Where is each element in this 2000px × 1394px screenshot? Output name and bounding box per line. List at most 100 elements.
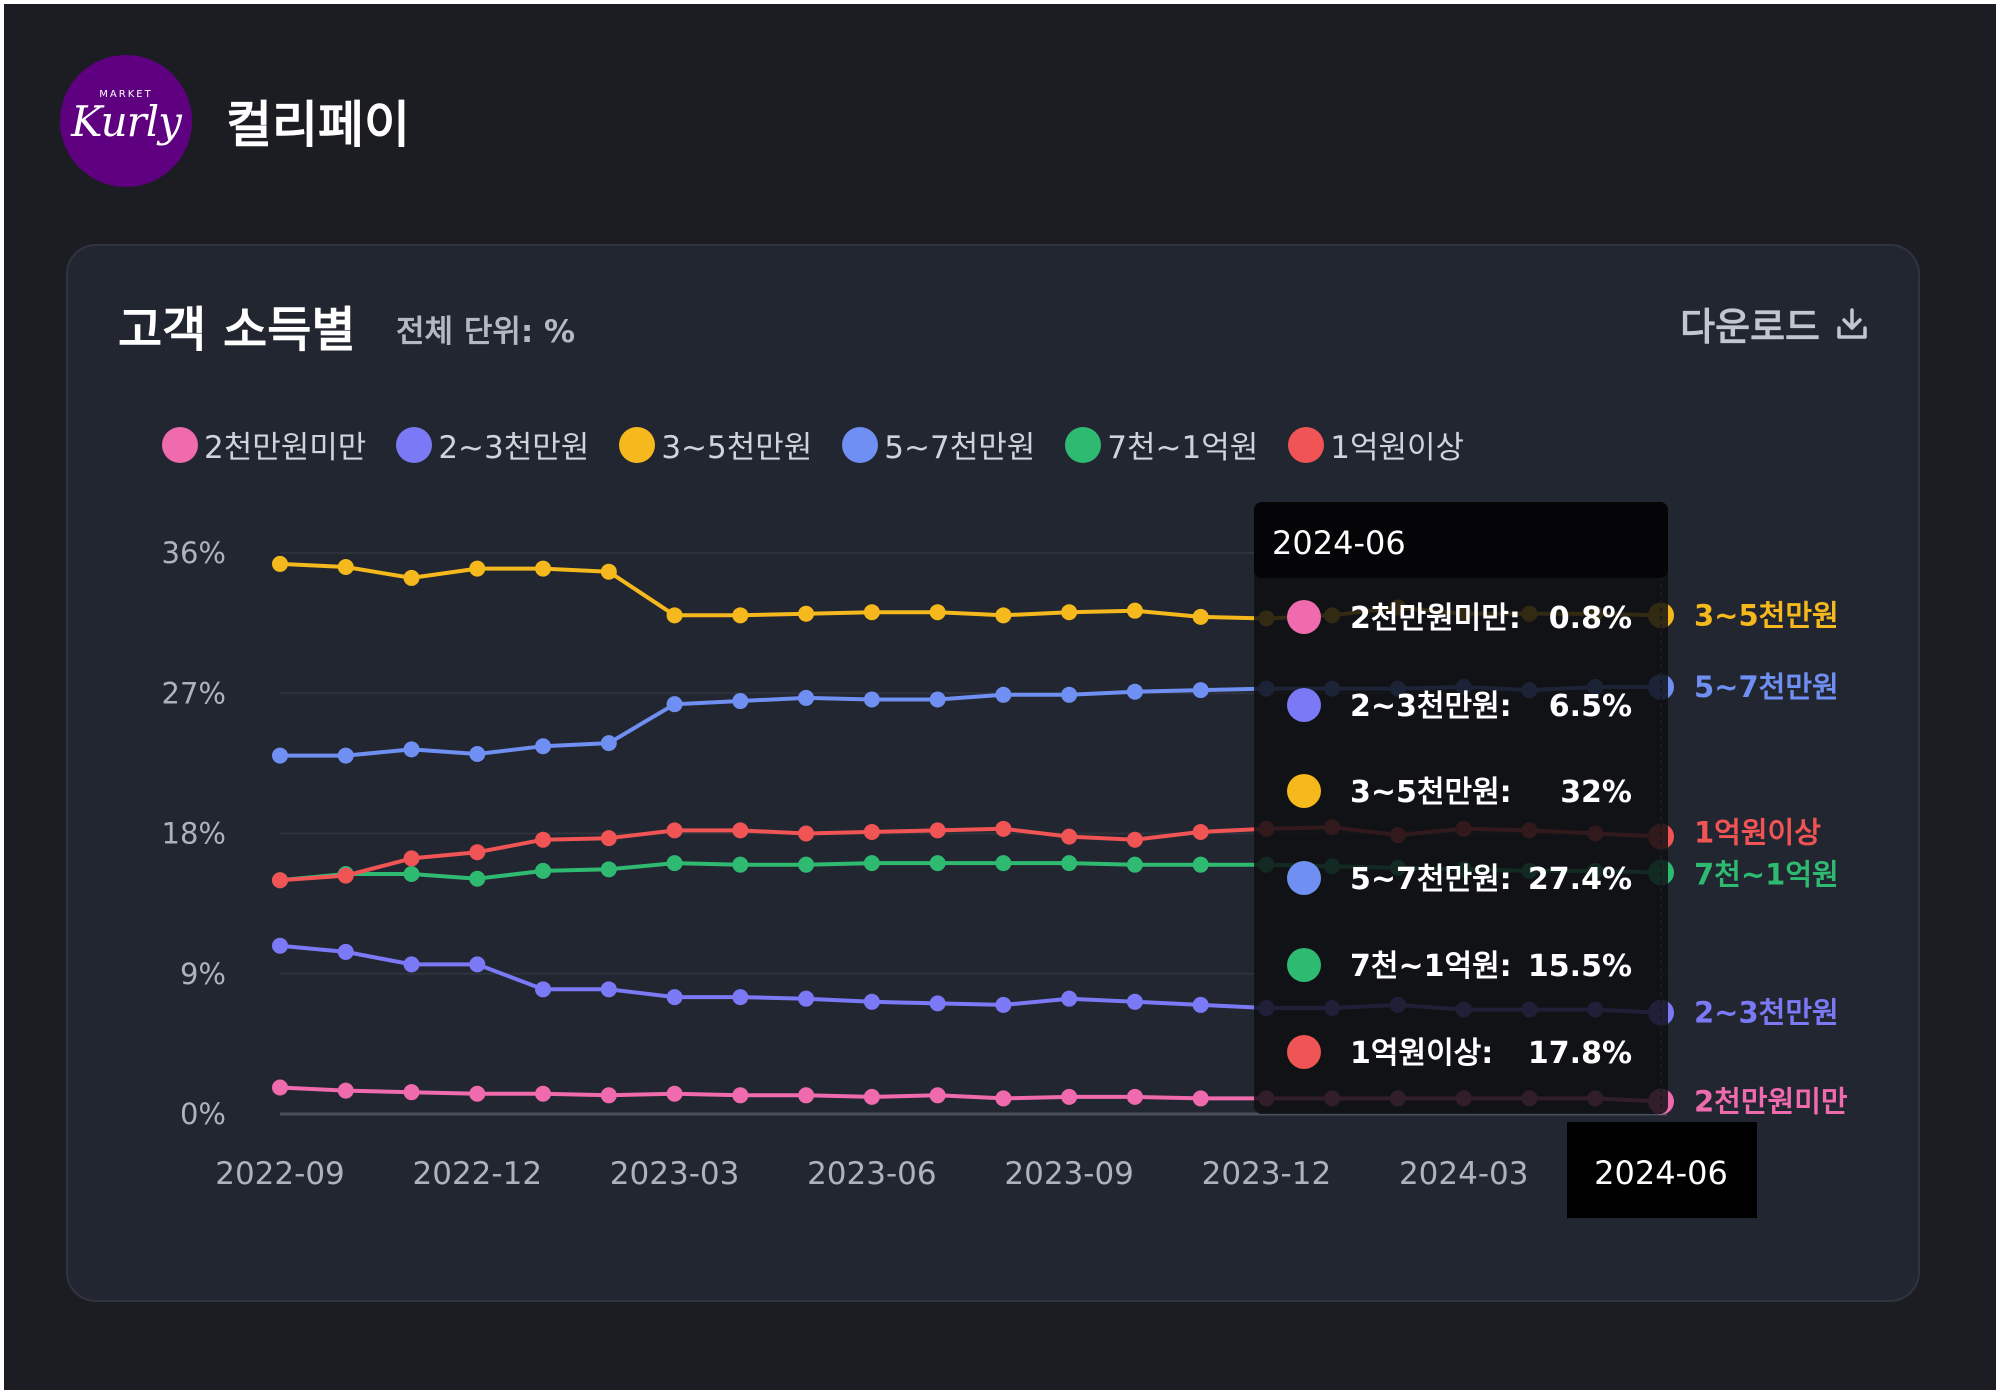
x-tick-label: 2024-03: [1399, 1156, 1529, 1192]
data-point: [863, 855, 880, 872]
x-tick-label: 2023-09: [1004, 1156, 1134, 1192]
data-point: [1061, 828, 1078, 845]
data-point: [732, 1087, 749, 1104]
data-point: [403, 569, 420, 586]
data-point: [929, 822, 946, 839]
tooltip-label: 3~5천만원:: [1350, 775, 1512, 810]
series-end-label: 2천만원미만: [1694, 1085, 1848, 1119]
tooltip-label: 5~7천만원:: [1350, 862, 1512, 897]
data-point: [929, 691, 946, 708]
header: MARKET Kurly 컬리페이: [60, 52, 410, 190]
data-point: [929, 855, 946, 872]
legend-dot: [842, 426, 879, 463]
data-point: [337, 943, 354, 960]
logo-sub: MARKET: [99, 89, 153, 100]
data-point: [600, 563, 617, 580]
data-point: [929, 604, 946, 621]
data-point: [1126, 683, 1143, 700]
data-point: [732, 989, 749, 1006]
data-point: [1061, 855, 1078, 872]
data-point: [535, 981, 552, 998]
data-point: [929, 995, 946, 1012]
highlight-x-box: [1567, 1122, 1757, 1218]
data-point: [732, 856, 749, 873]
legend-label: 1억원이상: [1330, 430, 1465, 466]
line-chart: 0% 9% 18% 27% 36% 2022-09 2022-12 2023-03 2023-0…: [162, 502, 1848, 1218]
app-frame: MARKET Kurly 컬리페이 고객 소득별 전체 단위: % 다운로드 2…: [4, 4, 1996, 1390]
legend-item[interactable]: 3~5천만원: [619, 422, 812, 467]
legend-dot: [1288, 426, 1325, 463]
data-point: [535, 831, 552, 848]
legend-label: 5~7천만원: [884, 430, 1036, 466]
data-point: [600, 981, 617, 998]
card-title: 고객 소득별: [118, 302, 356, 358]
data-point: [272, 1079, 288, 1096]
card-subtitle: 전체 단위: %: [396, 314, 576, 350]
data-point: [337, 1082, 354, 1099]
tooltip-dot: [1287, 600, 1321, 634]
data-point: [403, 866, 420, 883]
x-tick-label: 2023-12: [1202, 1156, 1332, 1192]
tooltip-dot: [1287, 1035, 1321, 1069]
data-point: [798, 689, 815, 706]
legend-item[interactable]: 5~7천만원: [842, 422, 1035, 467]
data-point: [995, 996, 1012, 1013]
data-point: [469, 1085, 486, 1102]
data-point: [798, 990, 815, 1007]
legend-item[interactable]: 1억원이상: [1288, 422, 1464, 467]
data-point: [272, 937, 288, 954]
tooltip-label: 2천만원미만:: [1350, 601, 1521, 636]
data-point: [535, 738, 552, 755]
data-point: [403, 1084, 420, 1101]
data-point: [995, 820, 1012, 837]
data-point: [272, 872, 288, 889]
data-point: [863, 993, 880, 1010]
series-end-label: 7천~1억원: [1694, 857, 1839, 891]
legend-item[interactable]: 2천만원미만: [162, 422, 366, 467]
data-point: [469, 844, 486, 861]
data-point: [535, 862, 552, 879]
data-point: [1126, 1088, 1143, 1105]
tooltip-box: [1254, 502, 1668, 1114]
tooltip-dot: [1287, 774, 1321, 808]
legend-item[interactable]: 7천~1억원: [1065, 422, 1258, 467]
data-point: [535, 560, 552, 577]
data-point: [798, 605, 815, 622]
legend-label: 2~3천만원: [438, 430, 590, 466]
legend-dot: [162, 426, 198, 463]
tooltip-value: 6.5%: [1549, 689, 1632, 724]
x-tick-label: 2023-03: [610, 1156, 740, 1192]
highlight-x-label: 2024-06: [1594, 1154, 1728, 1192]
kurly-logo: MARKET Kurly: [60, 55, 192, 187]
data-point: [1192, 682, 1209, 699]
data-point: [337, 867, 354, 884]
data-point: [600, 735, 617, 752]
series-end-label: 1억원이상: [1694, 816, 1821, 850]
x-tick-label: 2022-12: [413, 1156, 543, 1192]
data-point: [1192, 996, 1209, 1013]
data-point: [863, 1088, 880, 1105]
download-button[interactable]: 다운로드: [1680, 296, 1870, 351]
tooltip-header: [1254, 502, 1668, 578]
data-point: [1061, 604, 1078, 621]
data-point: [403, 850, 420, 867]
data-point: [600, 1087, 617, 1104]
data-point: [666, 989, 683, 1006]
legend-item[interactable]: 2~3천만원: [396, 422, 589, 467]
data-point: [732, 607, 749, 624]
data-point: [1061, 686, 1078, 703]
tooltip-dot: [1287, 948, 1321, 982]
legend-label: 7천~1억원: [1107, 430, 1259, 466]
legend-dot: [396, 426, 433, 463]
data-point: [929, 1087, 946, 1104]
data-point: [995, 686, 1012, 703]
series-end-label: 3~5천만원: [1694, 598, 1839, 632]
data-point: [798, 825, 815, 842]
legend-label: 3~5천만원: [661, 430, 813, 466]
data-point: [666, 855, 683, 872]
tooltip-date: 2024-06: [1272, 524, 1406, 562]
data-point: [1192, 856, 1209, 873]
data-point: [732, 822, 749, 839]
data-point: [535, 1085, 552, 1102]
tooltip-dot: [1287, 688, 1321, 722]
